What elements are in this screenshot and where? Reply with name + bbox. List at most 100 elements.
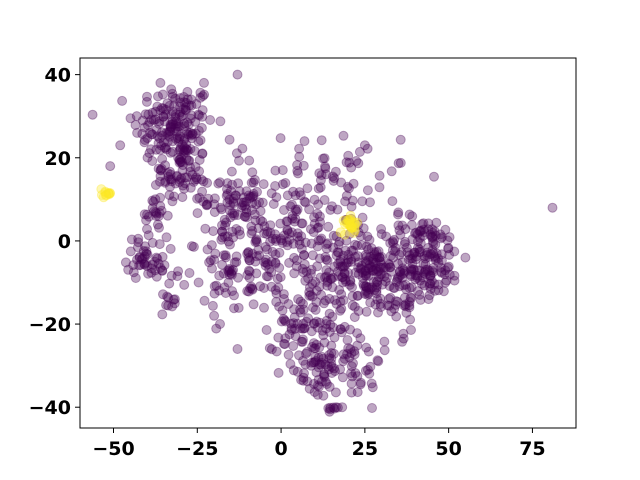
scatter-point-series-0 bbox=[143, 109, 154, 120]
scatter-point-series-0 bbox=[152, 101, 163, 112]
scatter-point-series-0 bbox=[253, 223, 264, 234]
scatter-point-series-0 bbox=[183, 155, 194, 166]
scatter-point-series-0 bbox=[141, 246, 152, 257]
scatter-point-series-0 bbox=[360, 281, 371, 292]
scatter-point-series-0 bbox=[282, 224, 293, 235]
scatter-point-series-0 bbox=[170, 178, 181, 189]
scatter-point-series-0 bbox=[341, 214, 352, 225]
scatter-point-series-0 bbox=[133, 237, 144, 248]
scatter-point-series-0 bbox=[375, 293, 386, 304]
scatter-point-series-0 bbox=[310, 304, 321, 315]
scatter-point-series-0 bbox=[372, 276, 383, 287]
scatter-point-series-0 bbox=[328, 242, 339, 253]
scatter-point-series-0 bbox=[376, 268, 387, 279]
scatter-point-series-0 bbox=[309, 218, 320, 229]
scatter-point-series-0 bbox=[186, 130, 197, 141]
scatter-point-series-0 bbox=[318, 390, 329, 401]
scatter-point-series-0 bbox=[187, 128, 198, 139]
scatter-point-series-0 bbox=[145, 127, 155, 138]
scatter-point-series-0 bbox=[275, 133, 286, 144]
scatter-point-series-0 bbox=[344, 279, 355, 290]
scatter-point-series-0 bbox=[282, 216, 293, 227]
scatter-point-series-0 bbox=[410, 254, 421, 265]
scatter-point-series-0 bbox=[311, 297, 322, 308]
scatter-point-series-0 bbox=[162, 136, 173, 147]
scatter-point-series-0 bbox=[420, 266, 431, 277]
scatter-point-series-0 bbox=[367, 266, 378, 277]
scatter-point-series-0 bbox=[225, 200, 236, 210]
scatter-point-series-0 bbox=[312, 261, 323, 272]
scatter-point-series-0 bbox=[219, 214, 230, 225]
scatter-point-series-0 bbox=[429, 285, 440, 296]
scatter-point-series-0 bbox=[264, 343, 275, 354]
scatter-point-series-0 bbox=[163, 129, 173, 140]
scatter-point-series-0 bbox=[228, 264, 239, 275]
scatter-point-series-0 bbox=[391, 296, 401, 307]
scatter-point-series-0 bbox=[234, 186, 245, 197]
scatter-point-series-0 bbox=[166, 176, 177, 187]
scatter-point-series-0 bbox=[165, 126, 175, 137]
scatter-point-series-0 bbox=[286, 318, 297, 329]
scatter-point-series-0 bbox=[363, 270, 374, 281]
scatter-point-series-0 bbox=[412, 272, 423, 283]
scatter-point-series-0 bbox=[295, 307, 306, 318]
scatter-point-series-0 bbox=[150, 265, 161, 276]
scatter-point-series-0 bbox=[183, 119, 194, 130]
scatter-point-series-0 bbox=[255, 215, 266, 226]
scatter-point-series-0 bbox=[422, 247, 433, 258]
scatter-point-series-0 bbox=[404, 283, 415, 293]
scatter-point-series-0 bbox=[394, 266, 405, 277]
scatter-point-series-0 bbox=[175, 101, 186, 112]
scatter-point-series-0 bbox=[172, 126, 183, 137]
scatter-point-series-0 bbox=[294, 187, 305, 198]
scatter-point-series-0 bbox=[176, 153, 187, 163]
scatter-point-series-0 bbox=[151, 252, 162, 263]
scatter-point-series-0 bbox=[400, 236, 411, 247]
scatter-point-series-0 bbox=[189, 146, 200, 156]
scatter-point-series-0 bbox=[360, 270, 371, 281]
scatter-point-series-0 bbox=[430, 230, 441, 241]
scatter-point-series-0 bbox=[251, 268, 262, 279]
scatter-point-series-0 bbox=[338, 295, 349, 306]
scatter-point-series-0 bbox=[190, 162, 201, 172]
scatter-point-series-0 bbox=[216, 204, 227, 215]
scatter-point-series-0 bbox=[329, 363, 340, 374]
scatter-point-series-0 bbox=[414, 226, 425, 236]
scatter-point-series-0 bbox=[393, 258, 403, 269]
scatter-point-series-0 bbox=[314, 281, 325, 292]
scatter-point-series-1 bbox=[345, 221, 356, 232]
scatter-point-series-0 bbox=[360, 271, 371, 281]
scatter-point-series-0 bbox=[352, 340, 363, 351]
scatter-point-series-0 bbox=[133, 233, 144, 244]
scatter-point-series-0 bbox=[270, 257, 281, 268]
scatter-point-series-0 bbox=[319, 370, 329, 381]
scatter-point-series-0 bbox=[374, 252, 385, 263]
scatter-point-series-0 bbox=[414, 265, 425, 276]
scatter-point-series-0 bbox=[347, 195, 358, 206]
scatter-point-series-0 bbox=[154, 208, 165, 218]
scatter-point-series-0 bbox=[222, 189, 233, 199]
scatter-point-series-0 bbox=[312, 389, 323, 400]
scatter-point-series-0 bbox=[398, 328, 409, 339]
scatter-point-series-0 bbox=[279, 339, 290, 350]
scatter-point-series-0 bbox=[398, 333, 409, 344]
scatter-point-series-0 bbox=[232, 210, 243, 220]
scatter-point-series-0 bbox=[425, 270, 436, 281]
scatter-point-series-0 bbox=[221, 217, 232, 228]
scatter-point-series-0 bbox=[283, 299, 294, 309]
scatter-point-series-0 bbox=[175, 143, 186, 153]
scatter-point-series-0 bbox=[395, 267, 406, 278]
scatter-point-series-0 bbox=[376, 229, 387, 240]
scatter-point-series-0 bbox=[266, 256, 277, 267]
scatter-point-series-0 bbox=[288, 318, 299, 329]
scatter-point-series-0 bbox=[374, 252, 385, 263]
scatter-point-series-0 bbox=[304, 290, 315, 301]
scatter-point-series-0 bbox=[333, 247, 344, 258]
scatter-point-series-0 bbox=[273, 282, 284, 293]
scatter-point-series-0 bbox=[357, 267, 368, 278]
scatter-point-series-0 bbox=[405, 292, 416, 303]
scatter-point-series-0 bbox=[299, 368, 309, 379]
scatter-point-series-0 bbox=[179, 97, 190, 108]
scatter-point-series-0 bbox=[292, 204, 303, 215]
scatter-point-series-0 bbox=[364, 234, 375, 245]
